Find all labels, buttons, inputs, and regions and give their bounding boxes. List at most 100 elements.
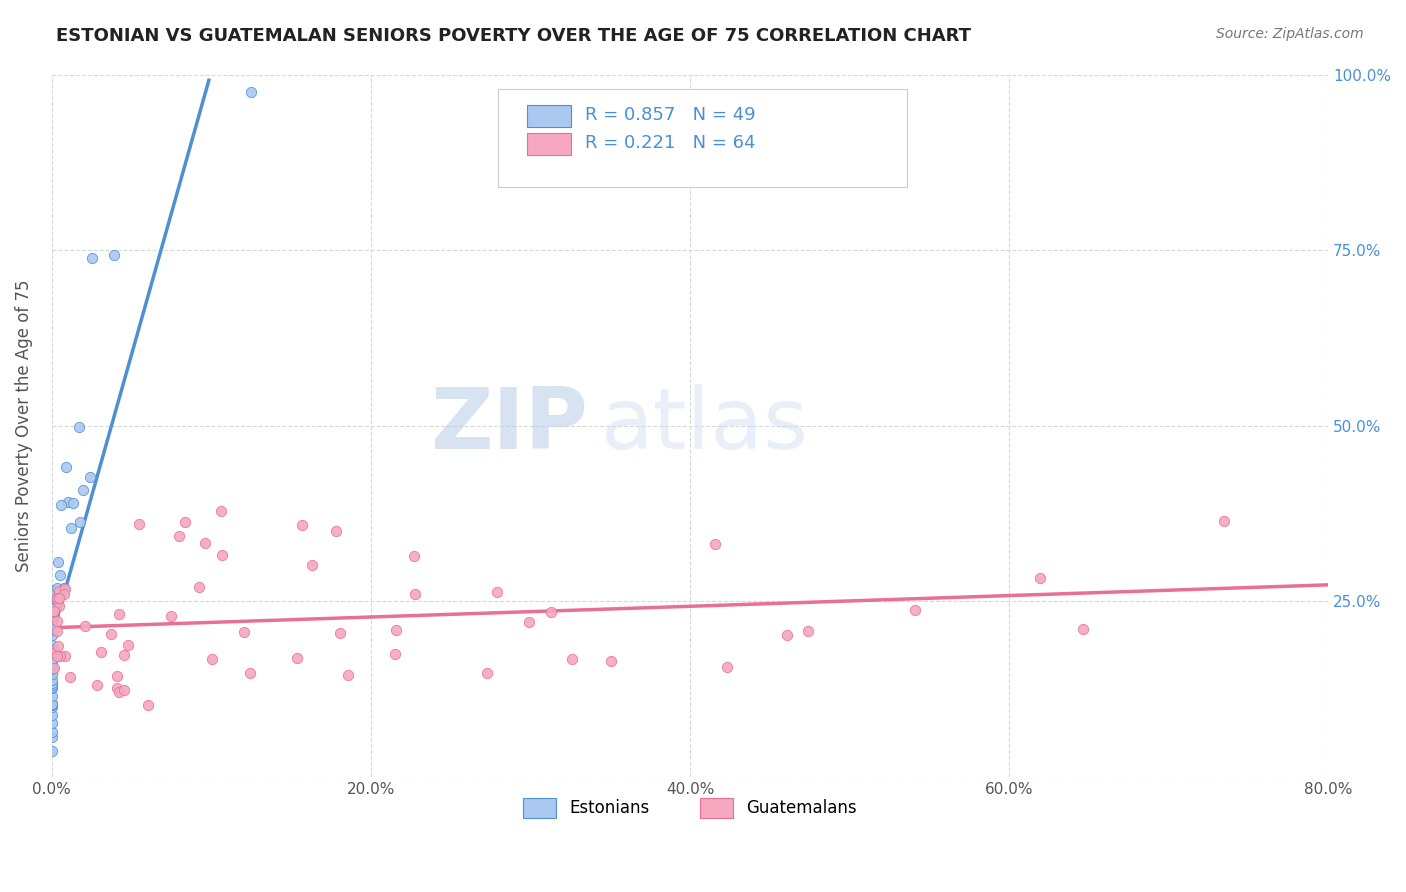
Point: [240, 85, 263, 99]
Point: [41, 657, 63, 672]
Point: [540, 605, 562, 619]
Point: [49, 499, 72, 513]
Text: ESTONIAN VS GUATEMALAN SENIORS POVERTY OVER THE AGE OF 75 CORRELATION CHART: ESTONIAN VS GUATEMALAN SENIORS POVERTY O…: [56, 27, 972, 45]
Point: [904, 603, 927, 617]
Point: [41, 678, 63, 692]
Point: [105, 681, 128, 695]
Point: [41, 638, 63, 652]
Point: [112, 683, 135, 698]
FancyBboxPatch shape: [499, 88, 907, 187]
Point: [402, 549, 425, 563]
Point: [117, 638, 139, 652]
Point: [41, 605, 63, 619]
Point: [48, 649, 70, 664]
Point: [384, 647, 406, 661]
Point: [79, 470, 101, 484]
Point: [600, 655, 623, 669]
Point: [86, 678, 108, 692]
Point: [201, 652, 224, 666]
Point: [46, 591, 69, 605]
Point: [301, 558, 323, 573]
Point: [797, 624, 820, 639]
Point: [90, 645, 112, 659]
Point: [41, 618, 63, 632]
Point: [41, 708, 63, 723]
Point: [233, 624, 256, 639]
Point: [67, 420, 90, 434]
Point: [41, 673, 63, 688]
Point: [41, 582, 63, 597]
Point: [41, 628, 63, 642]
Point: [41, 681, 63, 695]
Point: [329, 625, 352, 640]
Point: [41, 640, 63, 655]
Point: [41, 730, 63, 744]
Point: [55, 460, 77, 475]
Point: [169, 529, 191, 543]
FancyBboxPatch shape: [527, 133, 571, 155]
Point: [45, 615, 67, 629]
Point: [41, 680, 63, 694]
Point: [59, 670, 82, 684]
Point: [42, 647, 65, 661]
Point: [160, 609, 183, 624]
Point: [1071, 622, 1094, 636]
Point: [45, 581, 67, 595]
Point: [46, 592, 69, 607]
Point: [107, 684, 129, 698]
Point: [285, 651, 308, 665]
Point: [48, 591, 70, 605]
Point: [41, 715, 63, 730]
Point: [41, 622, 63, 636]
Point: [41, 652, 63, 666]
Text: Source: ZipAtlas.com: Source: ZipAtlas.com: [1216, 27, 1364, 41]
Point: [187, 580, 209, 594]
Point: [1213, 514, 1236, 528]
Point: [194, 536, 217, 550]
Point: [486, 584, 509, 599]
Point: [48, 599, 70, 613]
Point: [52, 587, 75, 601]
Point: [41, 662, 63, 676]
Point: [53, 582, 76, 596]
Point: [211, 548, 233, 562]
Text: R = 0.857   N = 49: R = 0.857 N = 49: [585, 106, 756, 124]
Point: [72, 483, 94, 497]
Point: [100, 626, 122, 640]
Point: [48, 567, 70, 582]
Point: [42, 643, 65, 657]
Point: [136, 698, 159, 712]
Point: [776, 628, 799, 642]
Point: [45, 649, 67, 664]
Point: [404, 587, 426, 601]
Point: [59, 521, 82, 535]
Point: [385, 623, 408, 637]
Point: [337, 667, 360, 681]
Point: [42, 622, 65, 636]
Point: [173, 515, 195, 529]
Point: [704, 537, 727, 551]
Point: [41, 667, 63, 681]
Point: [75, 619, 97, 633]
Legend: Estonians, Guatemalans: Estonians, Guatemalans: [516, 791, 863, 825]
Point: [41, 591, 63, 605]
Point: [107, 607, 129, 622]
Point: [42, 604, 65, 618]
Point: [44, 661, 66, 675]
Point: [103, 248, 125, 262]
Point: [325, 524, 347, 539]
Point: [45, 594, 67, 608]
Point: [41, 697, 63, 711]
Point: [41, 698, 63, 712]
FancyBboxPatch shape: [527, 104, 571, 128]
Point: [69, 515, 91, 529]
Point: [56, 494, 79, 508]
Point: [45, 593, 67, 607]
Point: [48, 639, 70, 653]
Point: [53, 582, 76, 596]
Point: [561, 652, 583, 666]
Point: [82, 251, 104, 265]
Point: [62, 496, 84, 510]
Point: [239, 666, 262, 681]
Point: [41, 700, 63, 714]
